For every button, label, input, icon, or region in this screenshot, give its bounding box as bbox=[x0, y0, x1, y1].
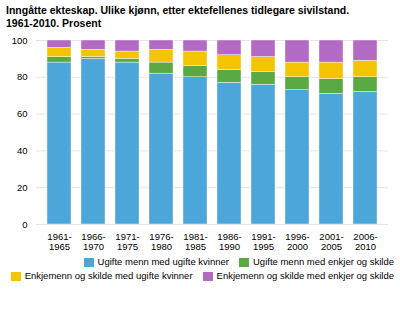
svg-text:1996-2000: 1996-2000 bbox=[285, 231, 309, 252]
svg-text:40: 40 bbox=[17, 145, 28, 156]
svg-text:1976-1980: 1976-1980 bbox=[149, 231, 173, 252]
svg-text:100: 100 bbox=[12, 35, 28, 46]
html-text:1961-2010. Prosent: 1961-2010. Prosent bbox=[6, 17, 102, 29]
svg-text:20: 20 bbox=[17, 182, 28, 193]
svg-text:2006-2010: 2006-2010 bbox=[353, 231, 377, 252]
svg-text:80: 80 bbox=[17, 71, 28, 82]
svg-text:1981-1985: 1981-1985 bbox=[183, 231, 207, 252]
html-text:Enkjemenn og skilde med ugifte: Enkjemenn og skilde med ugifte kvinner bbox=[24, 270, 193, 281]
svg-text:1991-1995: 1991-1995 bbox=[251, 231, 275, 252]
svg-text:1966-1970: 1966-1970 bbox=[81, 231, 105, 252]
html-text:Enkjemenn og skilde med enkjer: Enkjemenn og skilde med enkjer og skilde bbox=[216, 270, 394, 281]
svg-text:0: 0 bbox=[22, 219, 27, 230]
html-text:Ugifte menn med enkjer og skil: Ugifte menn med enkjer og skilde bbox=[253, 256, 394, 267]
svg-text:1971-1975: 1971-1975 bbox=[115, 231, 139, 252]
svg-text:1961-1965: 1961-1965 bbox=[47, 231, 71, 252]
html-text:Inngåtte ekteskap. Ulike kjønn: Inngåtte ekteskap. Ulike kjønn, etter ek… bbox=[6, 4, 350, 16]
html-text:Ugifte menn med ugifte kvinner: Ugifte menn med ugifte kvinner bbox=[97, 256, 229, 267]
svg-text:2001-2005: 2001-2005 bbox=[319, 231, 343, 252]
svg-text:1986-1990: 1986-1990 bbox=[217, 231, 241, 252]
svg-text:60: 60 bbox=[17, 108, 28, 119]
